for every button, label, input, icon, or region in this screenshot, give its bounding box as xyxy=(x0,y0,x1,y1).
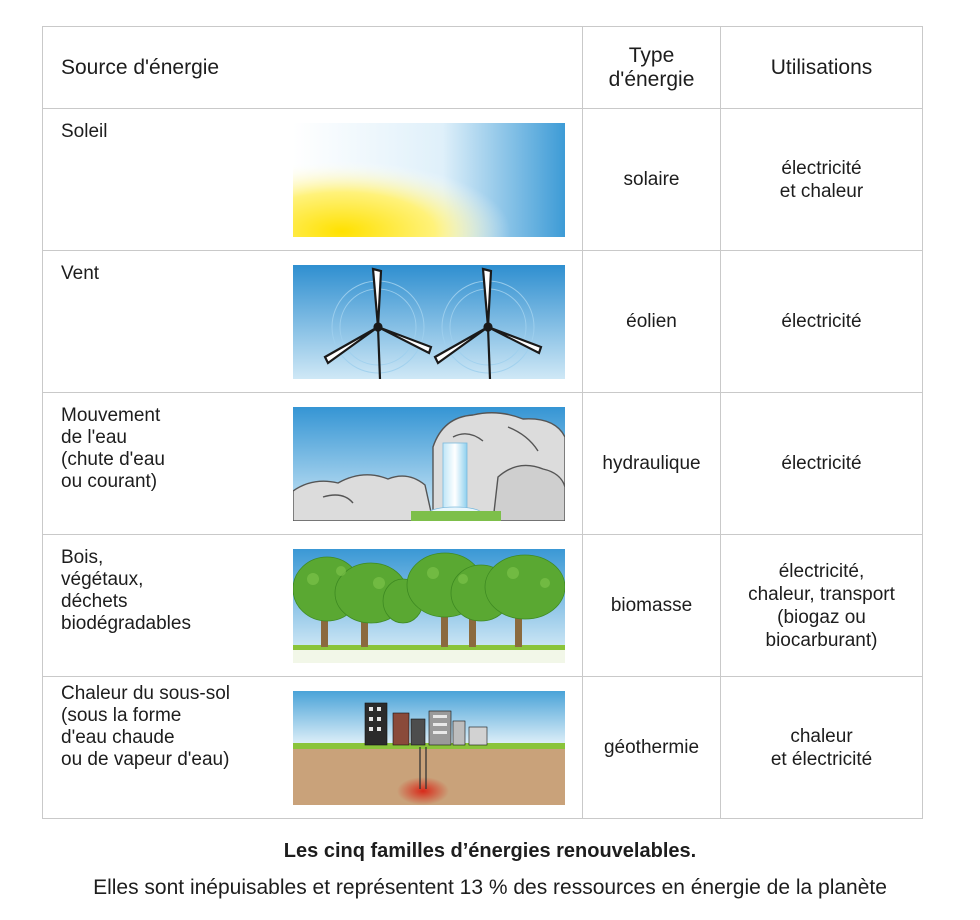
uses-cell: électricité et chaleur xyxy=(720,108,923,251)
uses-line: électricité xyxy=(781,157,862,179)
uses-line: biocarburant) xyxy=(765,629,878,651)
type-cell: biomasse xyxy=(582,534,721,677)
uses-line: chaleur, transport xyxy=(748,583,895,605)
header-type-line: d'énergie xyxy=(608,67,695,91)
uses-line: chaleur xyxy=(790,725,853,747)
geothermal-city-illustration xyxy=(293,691,565,805)
uses-line: et chaleur xyxy=(779,180,864,202)
source-label: Bois, végétaux, déchets biodégradables xyxy=(61,547,291,635)
source-label: Chaleur du sous-sol (sous la forme d'eau… xyxy=(61,683,291,771)
source-label-line: ou courant) xyxy=(61,471,158,492)
energy-table-sheet: Source d'énergie Type d'énergie Utilisat… xyxy=(42,26,923,822)
trees-illustration xyxy=(293,549,565,663)
uses-cell: chaleur et électricité xyxy=(720,676,923,819)
table-row: Bois, végétaux, déchets biodégradables xyxy=(42,534,923,677)
type-cell: éolien xyxy=(582,250,721,393)
header-type-line: Type xyxy=(628,43,675,67)
source-cell: Bois, végétaux, déchets biodégradables xyxy=(42,534,583,677)
source-cell: Vent xyxy=(42,250,583,393)
source-label-line: Vent xyxy=(61,263,100,284)
source-label-line: (sous la forme xyxy=(61,705,182,726)
source-label-line: Mouvement xyxy=(61,405,161,426)
waterfall-illustration xyxy=(293,407,565,521)
uses-cell: électricité, chaleur, transport (biogaz … xyxy=(720,534,923,677)
source-label-line: végétaux, xyxy=(61,569,144,590)
sun-illustration xyxy=(293,123,565,237)
energy-table: Source d'énergie Type d'énergie Utilisat… xyxy=(42,26,923,819)
source-label-line: Soleil xyxy=(61,121,108,142)
source-label: Mouvement de l'eau (chute d'eau ou coura… xyxy=(61,405,291,493)
table-row: Vent xyxy=(42,250,923,393)
wind-turbines-illustration xyxy=(293,265,565,379)
header-uses: Utilisations xyxy=(720,26,923,109)
table-row: Mouvement de l'eau (chute d'eau ou coura… xyxy=(42,392,923,535)
source-label: Soleil xyxy=(61,121,291,143)
type-cell: solaire xyxy=(582,108,721,251)
source-cell: Soleil xyxy=(42,108,583,251)
source-label-line: ou de vapeur d'eau) xyxy=(61,749,230,770)
uses-line: électricité xyxy=(781,311,862,332)
source-label-line: d'eau chaude xyxy=(61,727,175,748)
header-type: Type d'énergie xyxy=(582,26,721,109)
source-label-line: Bois, xyxy=(61,547,104,568)
type-cell: hydraulique xyxy=(582,392,721,535)
source-cell: Chaleur du sous-sol (sous la forme d'eau… xyxy=(42,676,583,819)
caption-subtitle: Elles sont inépuisables et représentent … xyxy=(93,876,887,899)
uses-cell: électricité xyxy=(720,250,923,393)
source-label-line: Chaleur du sous-sol xyxy=(61,683,230,704)
table-row: Chaleur du sous-sol (sous la forme d'eau… xyxy=(42,676,923,819)
source-label: Vent xyxy=(61,263,291,285)
source-label-line: biodégradables xyxy=(61,613,191,634)
uses-line: (biogaz ou xyxy=(777,606,866,628)
uses-line: électricité, xyxy=(778,560,865,582)
caption-title: Les cinq familles d’énergies renouvelabl… xyxy=(283,840,697,862)
uses-cell: électricité xyxy=(720,392,923,535)
header-source: Source d'énergie xyxy=(42,26,583,109)
type-cell: géothermie xyxy=(582,676,721,819)
table-header-row: Source d'énergie Type d'énergie Utilisat… xyxy=(42,26,923,109)
source-label-line: de l'eau xyxy=(61,427,127,448)
source-label-line: (chute d'eau xyxy=(61,449,165,470)
table-row: Soleil xyxy=(42,108,923,251)
uses-line: électricité xyxy=(781,453,862,474)
uses-line: et électricité xyxy=(770,748,873,770)
source-cell: Mouvement de l'eau (chute d'eau ou coura… xyxy=(42,392,583,535)
source-label-line: déchets xyxy=(61,591,128,612)
